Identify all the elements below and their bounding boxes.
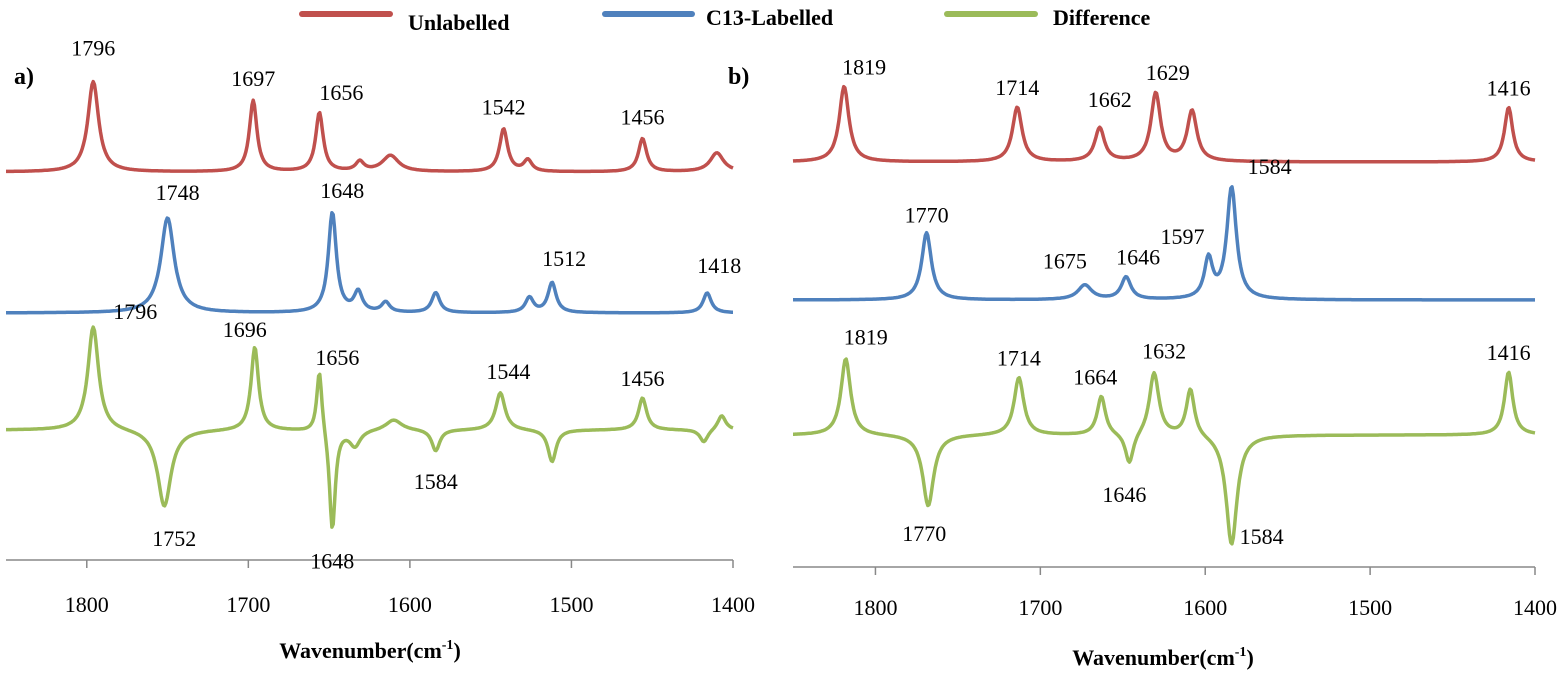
- legend-label-unlabelled: Unlabelled: [408, 10, 509, 35]
- peak-label: 1662: [1088, 87, 1132, 112]
- peak-label: 1584: [1240, 524, 1284, 549]
- series-line-difference: [792, 357, 1536, 546]
- peak-label: 1456: [621, 104, 665, 129]
- legend-entry-unlabelled: Unlabelled: [299, 10, 509, 35]
- x-tick-label: 1500: [1348, 595, 1392, 620]
- peak-label: 1646: [1116, 245, 1160, 270]
- panel-b-x-axis-title-close: ): [1246, 645, 1253, 670]
- panel-a-peak-labels: 1796 1697 1656 1542 1456 1748 1648 1512 1418 1796…: [71, 36, 741, 574]
- series-line-c13-labelled: [5, 210, 734, 315]
- panel-b-x-axis-title-superscript: -1: [1235, 645, 1247, 660]
- series-line-difference: [5, 325, 734, 529]
- peak-label: 1675: [1043, 249, 1087, 274]
- x-tick-label: 1700: [1018, 595, 1062, 620]
- series-line-unlabelled: [792, 84, 1536, 164]
- peak-label: 1696: [223, 317, 267, 342]
- legend-label-c13-labelled: C13-Labelled: [706, 5, 833, 30]
- peak-label: 1418: [697, 253, 741, 278]
- panel-b-series: [792, 84, 1536, 546]
- panel-a-x-axis-title-superscript: -1: [442, 638, 454, 653]
- panel-b-letter: b): [728, 64, 749, 90]
- panel-a-x-axis-title-close: ): [453, 638, 460, 663]
- x-tick-label: 1600: [388, 592, 432, 617]
- x-tick-label: 1500: [549, 592, 593, 617]
- panel-b: b) Wavenumber(cm-1) 1800 1700 1600 1500 1400…: [728, 54, 1557, 670]
- peak-label: 1416: [1487, 340, 1531, 365]
- peak-label: 1648: [320, 178, 364, 203]
- peak-label: 1544: [486, 359, 530, 384]
- x-tick-label: 1400: [711, 592, 755, 617]
- peak-label: 1416: [1487, 75, 1531, 100]
- peak-label: 1796: [113, 299, 157, 324]
- peak-label: 1656: [315, 345, 359, 370]
- peak-label: 1697: [231, 66, 275, 91]
- panel-b-ticks: 1800 1700 1600 1500 1400: [853, 567, 1557, 620]
- series-line-unlabelled: [5, 79, 734, 174]
- peak-label: 1648: [310, 549, 354, 574]
- peak-label: 1819: [842, 54, 886, 79]
- x-tick-label: 1600: [1183, 595, 1227, 620]
- x-tick-label: 1700: [226, 592, 270, 617]
- panel-a-series: [5, 79, 734, 529]
- peak-label: 1664: [1073, 364, 1117, 389]
- peak-label: 1597: [1161, 224, 1205, 249]
- legend-entry-c13-labelled: C13-Labelled: [602, 5, 833, 30]
- peak-label: 1512: [542, 246, 586, 271]
- legend-label-difference: Difference: [1053, 5, 1151, 30]
- peak-label: 1456: [621, 366, 665, 391]
- peak-label: 1584: [1248, 154, 1292, 179]
- peak-label: 1646: [1102, 482, 1146, 507]
- peak-label: 1714: [995, 75, 1039, 100]
- panel-b-x-axis-title: Wavenumber(cm-1): [1072, 645, 1254, 670]
- peak-label: 1752: [152, 526, 196, 551]
- panel-a: a) Wavenumber(cm-1) 1800 1700 1600 1500 1400…: [5, 36, 755, 663]
- peak-label: 1584: [414, 469, 458, 494]
- peak-label: 1770: [905, 203, 949, 228]
- peak-label: 1748: [156, 180, 200, 205]
- peak-label: 1770: [902, 521, 946, 546]
- peak-label: 1542: [482, 95, 526, 120]
- legend: Unlabelled C13-Labelled Difference: [299, 5, 1151, 35]
- panel-a-letter: a): [14, 64, 34, 90]
- series-line-c13-labelled: [792, 185, 1536, 302]
- x-tick-label: 1400: [1513, 595, 1557, 620]
- panel-a-ticks: 1800 1700 1600 1500 1400: [65, 560, 755, 617]
- peak-label: 1656: [319, 80, 363, 105]
- peak-label: 1632: [1142, 339, 1186, 364]
- peak-label: 1714: [997, 345, 1041, 370]
- x-tick-label: 1800: [853, 595, 897, 620]
- peak-label: 1629: [1146, 60, 1190, 85]
- x-tick-label: 1800: [65, 592, 109, 617]
- legend-entry-difference: Difference: [944, 5, 1151, 30]
- panel-a-x-axis-title: Wavenumber(cm-1): [279, 638, 461, 663]
- peak-label: 1796: [71, 36, 115, 61]
- peak-label: 1819: [844, 325, 888, 350]
